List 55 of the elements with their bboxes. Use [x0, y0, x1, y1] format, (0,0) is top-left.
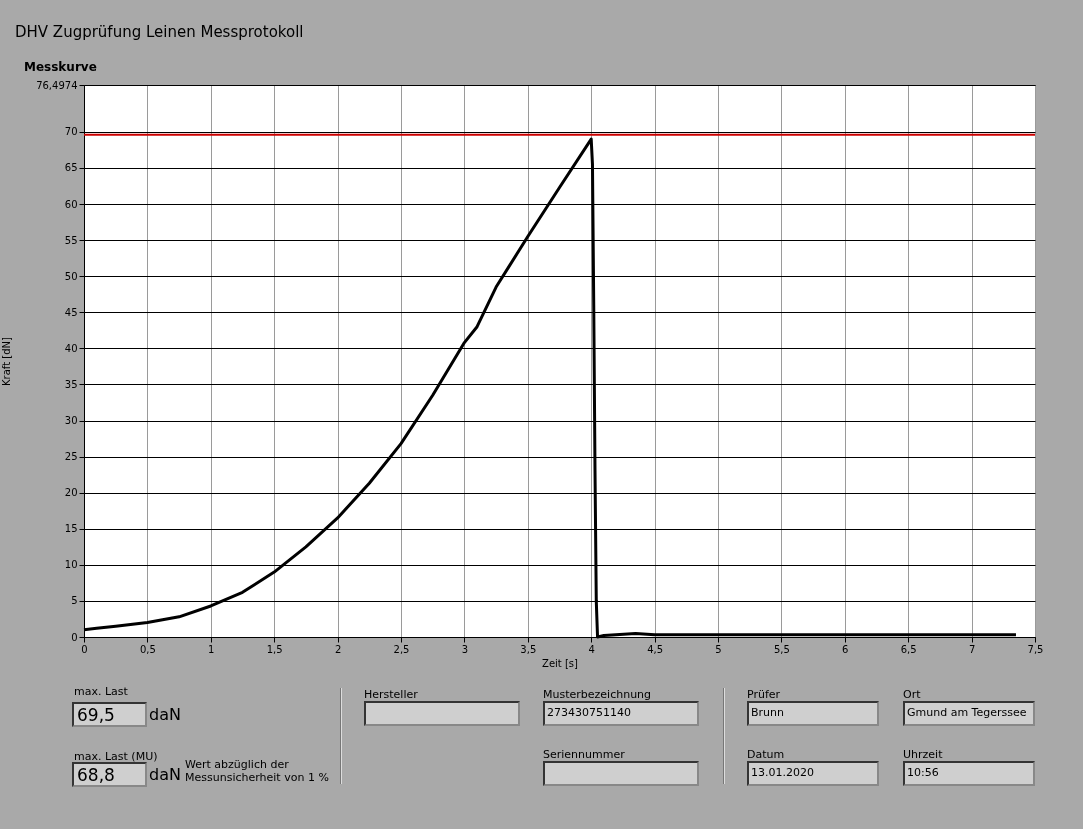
text: Brunn: [747, 701, 879, 726]
y-axis-title: Kraft [dN]: [1, 336, 13, 386]
x-tick-label: 7,5: [1027, 643, 1044, 655]
y-tick-label: 25: [64, 451, 78, 463]
chart-title: DHV Zugprüfung Leinen Messprotokoll: [15, 23, 304, 41]
y-tick-label: 5: [71, 595, 78, 607]
text: max. Last: [74, 685, 128, 698]
text: daN: [149, 765, 181, 784]
y-tick-label: 50: [64, 270, 78, 282]
y-tick-label: 45: [64, 306, 78, 318]
x-tick-label: 5: [715, 643, 722, 655]
x-tick-label: 7: [968, 643, 976, 655]
x-tick-label: 6: [842, 643, 849, 655]
x-tick-label: 3: [461, 643, 469, 655]
y-tick-label: 70: [64, 126, 78, 138]
y-tick-label: 76,4974: [36, 79, 78, 91]
x-tick-label: 4,5: [647, 643, 664, 655]
x-tick-label: 2: [334, 643, 342, 655]
text: Uhrzeit: [903, 748, 943, 761]
y-tick-label: 35: [64, 378, 78, 390]
x-tick-label: 1: [208, 643, 215, 655]
text: 69,5: [72, 702, 147, 727]
x-tick-label: 0: [81, 643, 88, 655]
text: max. Last (MU): [74, 750, 158, 763]
y-tick-label: 10: [64, 559, 78, 571]
x-tick-label: 0,5: [139, 643, 156, 655]
x-tick-label: 6,5: [900, 643, 917, 655]
x-tick-label: 4: [588, 643, 595, 655]
text: daN: [149, 705, 181, 724]
chart-subtitle: Messkurve: [24, 60, 97, 74]
y-tick-label: 30: [64, 415, 78, 427]
y-tick-label: 40: [64, 342, 78, 354]
x-tick-label: 2,5: [393, 643, 410, 655]
y-tick-label: 55: [64, 234, 78, 246]
text: Datum: [747, 748, 785, 761]
text: Prüfer: [747, 688, 781, 701]
text: Ort: [903, 688, 921, 701]
text: Hersteller: [364, 688, 418, 701]
y-tick-label: 65: [64, 162, 78, 174]
x-tick-label: 5,5: [773, 643, 790, 655]
y-tick-label: 60: [64, 198, 78, 210]
y-tick-label: 20: [64, 487, 78, 499]
text: Wert abzüglich der Messunsicherheit von 1 %: [185, 758, 330, 784]
text: Musterbezeichnung: [543, 688, 652, 701]
text: 68,8: [72, 762, 147, 787]
text: 13.01.2020: [747, 761, 879, 786]
x-axis-title: Zeit [s]: [542, 657, 579, 669]
y-tick-label: 0: [71, 631, 78, 643]
text: 10:56: [903, 761, 1035, 786]
text: 273430751140: [543, 701, 699, 726]
text: Seriennummer: [543, 748, 625, 761]
text: Gmund am Tegerssee: [903, 701, 1035, 726]
y-tick-label: 15: [64, 523, 78, 535]
x-tick-label: 3,5: [520, 643, 537, 655]
x-tick-label: 1,5: [266, 643, 283, 655]
